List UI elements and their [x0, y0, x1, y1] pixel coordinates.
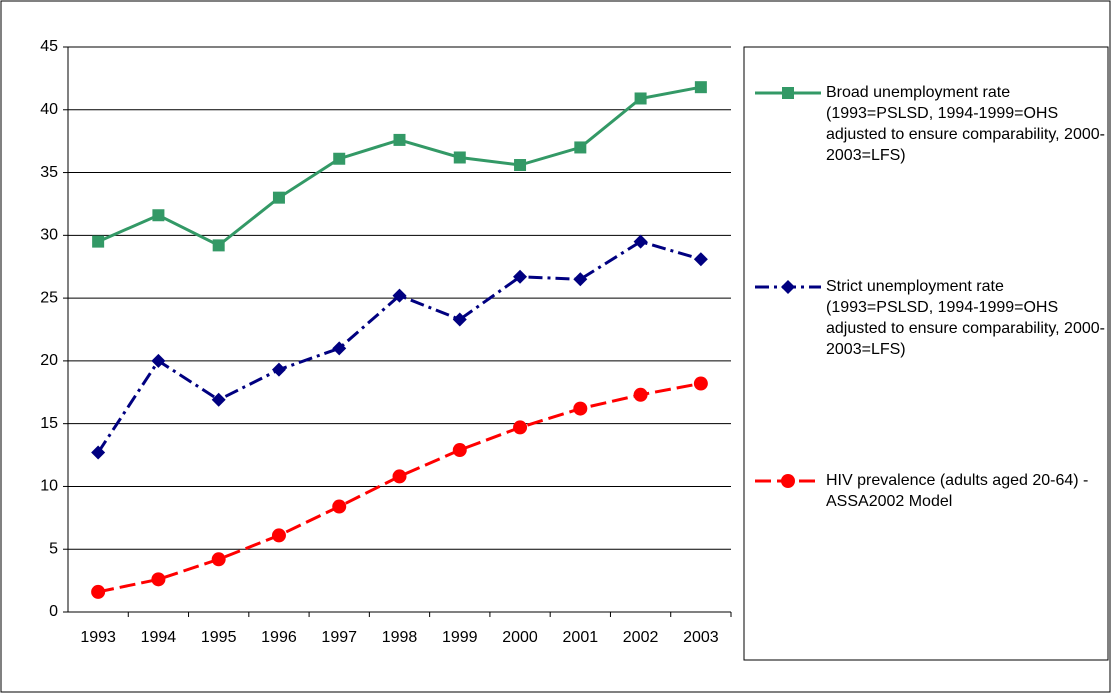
- x-tick-label: 2000: [502, 629, 538, 646]
- marker: [453, 151, 466, 164]
- y-tick-label: 10: [40, 478, 58, 495]
- marker: [633, 387, 648, 402]
- marker: [634, 92, 647, 105]
- marker: [211, 392, 226, 407]
- marker: [212, 239, 225, 252]
- marker: [211, 552, 226, 567]
- y-tick-label: 25: [40, 289, 58, 306]
- marker: [693, 252, 708, 267]
- marker: [513, 420, 528, 435]
- x-tick-label: 2001: [563, 629, 599, 646]
- y-tick-label: 20: [40, 352, 58, 369]
- marker: [392, 469, 407, 484]
- marker: [151, 353, 166, 368]
- marker: [271, 362, 286, 377]
- marker: [452, 312, 467, 327]
- series-line: [97, 382, 702, 594]
- x-tick-label: 2002: [623, 629, 659, 646]
- marker: [151, 572, 166, 587]
- marker: [693, 376, 708, 391]
- legend-marker: [782, 87, 794, 99]
- y-tick-label: 40: [40, 101, 58, 118]
- marker: [573, 401, 588, 416]
- legend-marker: [781, 474, 795, 488]
- marker: [694, 81, 707, 94]
- y-tick-label: 35: [40, 164, 58, 181]
- legend-box: [743, 46, 1109, 661]
- x-tick-label: 2003: [683, 629, 719, 646]
- y-tick-label: 15: [40, 415, 58, 432]
- y-tick-label: 45: [40, 38, 58, 55]
- x-tick-label: 1995: [201, 629, 237, 646]
- x-tick-label: 1996: [261, 629, 297, 646]
- marker: [393, 133, 406, 146]
- marker: [272, 191, 285, 204]
- marker: [91, 445, 106, 460]
- legend-label: Broad unemployment rate (1993=PSLSD, 199…: [826, 84, 1105, 164]
- marker: [514, 159, 527, 172]
- marker: [271, 528, 286, 543]
- legend-marker: [781, 280, 795, 294]
- x-tick-label: 1997: [321, 629, 357, 646]
- x-tick-label: 1998: [382, 629, 418, 646]
- marker: [392, 288, 407, 303]
- marker: [333, 152, 346, 165]
- marker: [574, 141, 587, 154]
- legend-label: Strict unemployment rate (1993=PSLSD, 19…: [826, 278, 1105, 358]
- x-tick-label: 1999: [442, 629, 478, 646]
- marker: [332, 341, 347, 356]
- marker: [91, 584, 106, 599]
- x-tick-label: 1993: [80, 629, 116, 646]
- marker: [332, 499, 347, 514]
- series-line: [96, 239, 702, 454]
- x-tick-label: 1994: [141, 629, 177, 646]
- y-tick-label: 5: [49, 540, 58, 557]
- y-tick-label: 30: [40, 227, 58, 244]
- marker: [633, 234, 648, 249]
- y-tick-label: 0: [49, 603, 58, 620]
- marker: [513, 269, 528, 284]
- marker: [573, 272, 588, 287]
- marker: [452, 443, 467, 458]
- marker: [152, 209, 165, 222]
- marker: [92, 235, 105, 248]
- legend-label: HIV prevalence (adults aged 20-64) - ASS…: [826, 472, 1089, 510]
